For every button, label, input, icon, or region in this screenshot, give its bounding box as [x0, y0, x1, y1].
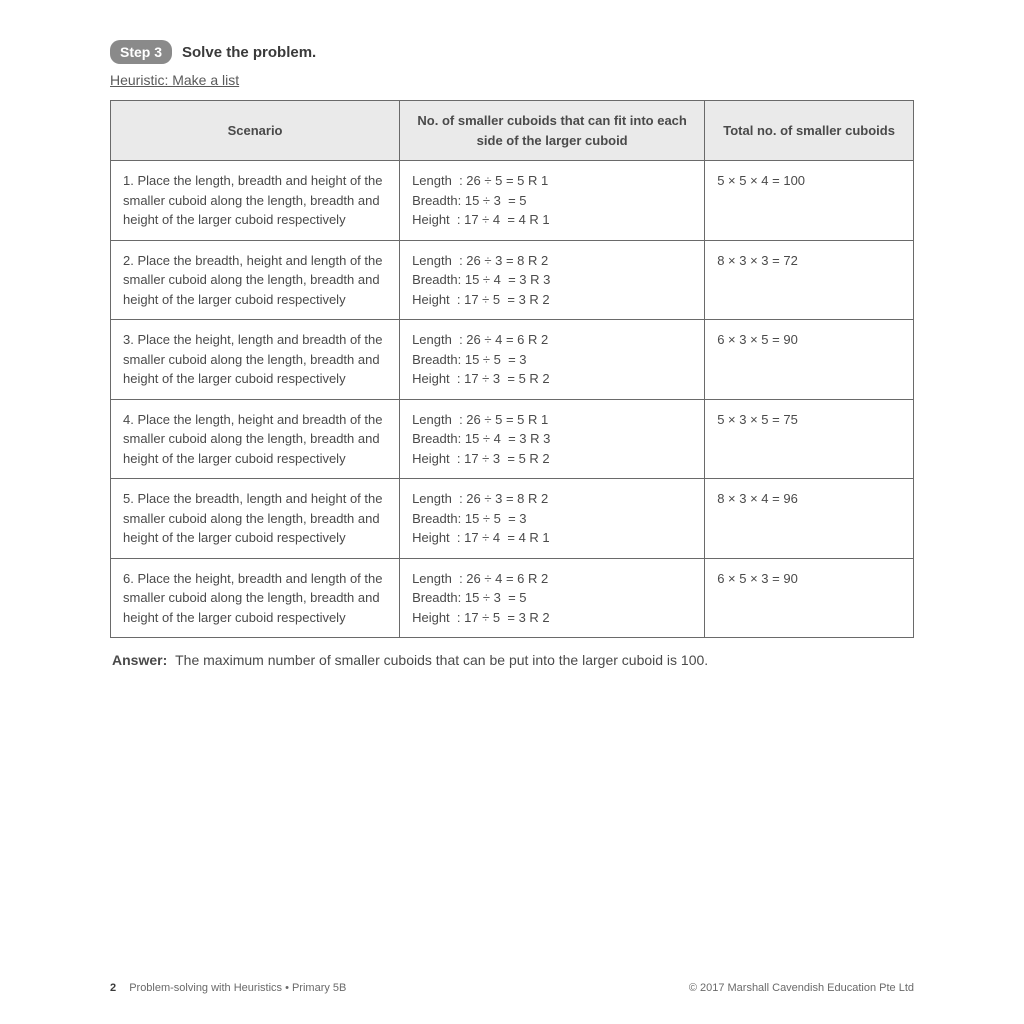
scenario-cell: 4. Place the length, height and breadth … [111, 399, 400, 479]
book-title: Problem-solving with Heuristics • Primar… [129, 982, 346, 994]
header-total: Total no. of smaller cuboids [705, 101, 914, 161]
total-cell: 8 × 3 × 4 = 96 [705, 479, 914, 559]
scenario-cell: 2. Place the breadth, height and length … [111, 240, 400, 320]
total-cell: 5 × 3 × 5 = 75 [705, 399, 914, 479]
scenario-cell: 3. Place the height, length and breadth … [111, 320, 400, 400]
calc-cell: Length : 26 ÷ 4 = 6 R 2Breadth: 15 ÷ 3 =… [400, 558, 705, 638]
answer-block: Answer: The maximum number of smaller cu… [110, 650, 914, 671]
answer-label: Answer: [112, 652, 167, 668]
footer-left: 2 Problem-solving with Heuristics • Prim… [110, 982, 346, 994]
table-row: 2. Place the breadth, height and length … [111, 240, 914, 320]
step-badge: Step 3 [110, 40, 172, 64]
header-scenario: Scenario [111, 101, 400, 161]
answer-text: The maximum number of smaller cuboids th… [171, 650, 708, 671]
page-number: 2 [110, 982, 116, 994]
table-row: 6. Place the height, breadth and length … [111, 558, 914, 638]
table-row: 5. Place the breadth, length and height … [111, 479, 914, 559]
table-row: 1. Place the length, breadth and height … [111, 161, 914, 241]
total-cell: 6 × 5 × 3 = 90 [705, 558, 914, 638]
header-calc: No. of smaller cuboids that can fit into… [400, 101, 705, 161]
calc-cell: Length : 26 ÷ 3 = 8 R 2Breadth: 15 ÷ 5 =… [400, 479, 705, 559]
total-cell: 5 × 5 × 4 = 100 [705, 161, 914, 241]
scenario-cell: 1. Place the length, breadth and height … [111, 161, 400, 241]
table-row: 3. Place the height, length and breadth … [111, 320, 914, 400]
table-row: 4. Place the length, height and breadth … [111, 399, 914, 479]
heuristic-line: Heuristic: Make a list [110, 72, 914, 88]
calc-cell: Length : 26 ÷ 3 = 8 R 2Breadth: 15 ÷ 4 =… [400, 240, 705, 320]
calc-cell: Length : 26 ÷ 4 = 6 R 2Breadth: 15 ÷ 5 =… [400, 320, 705, 400]
calc-cell: Length : 26 ÷ 5 = 5 R 1Breadth: 15 ÷ 4 =… [400, 399, 705, 479]
scenario-cell: 6. Place the height, breadth and length … [111, 558, 400, 638]
footer-copyright: © 2017 Marshall Cavendish Education Pte … [689, 982, 914, 994]
scenario-cell: 5. Place the breadth, length and height … [111, 479, 400, 559]
step-title: Solve the problem. [182, 44, 316, 61]
step-header: Step 3 Solve the problem. [110, 40, 914, 64]
total-cell: 6 × 3 × 5 = 90 [705, 320, 914, 400]
table-header-row: Scenario No. of smaller cuboids that can… [111, 101, 914, 161]
calc-cell: Length : 26 ÷ 5 = 5 R 1Breadth: 15 ÷ 3 =… [400, 161, 705, 241]
total-cell: 8 × 3 × 3 = 72 [705, 240, 914, 320]
page-footer: 2 Problem-solving with Heuristics • Prim… [110, 982, 914, 994]
scenario-table: Scenario No. of smaller cuboids that can… [110, 100, 914, 638]
